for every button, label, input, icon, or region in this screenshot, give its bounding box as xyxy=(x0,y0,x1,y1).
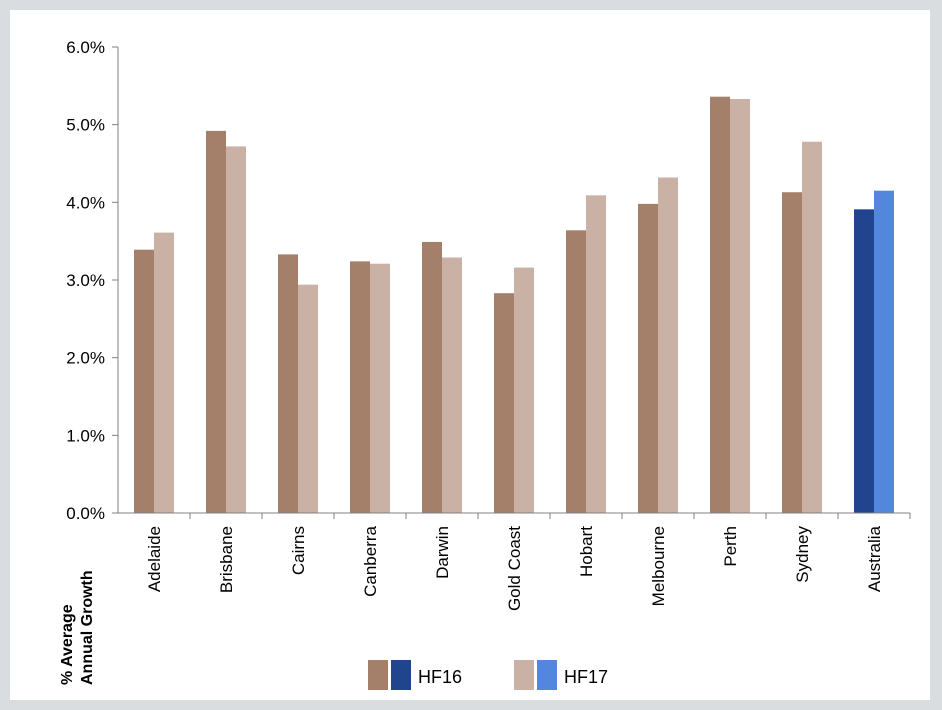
y-tick-label: 3.0% xyxy=(66,271,105,290)
legend: HF16 HF17 xyxy=(368,660,608,690)
y-axis-title-line-2: Annual Growth xyxy=(79,570,96,685)
x-tick-label: Darwin xyxy=(433,526,452,579)
bar-hf17-adelaide xyxy=(154,232,174,513)
legend-swatch-hf16 xyxy=(368,660,388,690)
x-tick-label: Perth xyxy=(721,526,740,567)
x-tick-label: Australia xyxy=(865,525,884,592)
legend-label-hf16: HF16 xyxy=(418,667,462,687)
legend-swatch-hf17 xyxy=(514,660,534,690)
x-tick-label: Canberra xyxy=(361,525,380,596)
bars xyxy=(134,96,894,514)
bar-hf17-australia xyxy=(874,190,894,513)
y-tick-label: 0.0% xyxy=(66,504,105,523)
bar-hf16-gold-coast xyxy=(494,293,514,513)
chart-panel: 0.0% 1.0% 2.0% 3.0% 4.0% 5.0% 6.0% Adelaide Bri… xyxy=(10,10,930,700)
y-tick-label: 2.0% xyxy=(66,349,105,368)
legend-label-hf17: HF17 xyxy=(564,667,608,687)
bar-hf17-hobart xyxy=(586,195,606,514)
x-tick-label: Brisbane xyxy=(217,526,236,593)
x-tick-label: Sydney xyxy=(793,526,812,583)
bar-hf16-cairns xyxy=(278,254,298,513)
x-tick-label: Hobart xyxy=(577,526,596,577)
y-tick-label: 6.0% xyxy=(66,38,105,57)
x-tick-label: Adelaide xyxy=(145,526,164,592)
x-tick-label: Melbourne xyxy=(649,526,668,606)
x-tick-label: Cairns xyxy=(289,526,308,575)
bar-chart: 0.0% 1.0% 2.0% 3.0% 4.0% 5.0% 6.0% Adelaide Bri… xyxy=(59,38,911,690)
bar-hf17-brisbane xyxy=(226,146,246,513)
bar-hf17-darwin xyxy=(442,257,462,513)
bar-hf16-canberra xyxy=(350,261,370,513)
x-axis: Adelaide Brisbane Cairns Canberra Darwin Gold… xyxy=(118,512,911,611)
bar-hf16-melbourne xyxy=(638,203,658,514)
x-tick-label: Gold Coast xyxy=(505,526,524,611)
bar-hf17-gold-coast xyxy=(514,267,534,513)
legend-swatch-hf16-highlight xyxy=(391,660,411,690)
bar-hf16-hobart xyxy=(566,230,586,513)
bar-hf16-adelaide xyxy=(134,249,154,513)
legend-swatch-hf17-highlight xyxy=(537,660,557,690)
bar-hf17-cairns xyxy=(298,284,318,513)
bar-hf17-canberra xyxy=(370,263,390,513)
bar-hf17-melbourne xyxy=(658,177,678,514)
y-tick-label: 4.0% xyxy=(66,193,105,212)
y-axis-title-line-1: % Average xyxy=(59,604,76,685)
y-axis: 0.0% 1.0% 2.0% 3.0% 4.0% 5.0% 6.0% xyxy=(66,38,119,523)
bar-hf17-sydney xyxy=(802,141,822,513)
y-tick-label: 1.0% xyxy=(66,426,105,445)
bar-hf16-darwin xyxy=(422,241,442,513)
bar-hf16-sydney xyxy=(782,192,802,513)
bar-hf17-perth xyxy=(730,99,750,513)
y-tick-label: 5.0% xyxy=(66,116,105,135)
bar-hf16-perth xyxy=(710,96,730,513)
bar-hf16-australia xyxy=(854,209,874,513)
bar-hf16-brisbane xyxy=(206,130,226,513)
